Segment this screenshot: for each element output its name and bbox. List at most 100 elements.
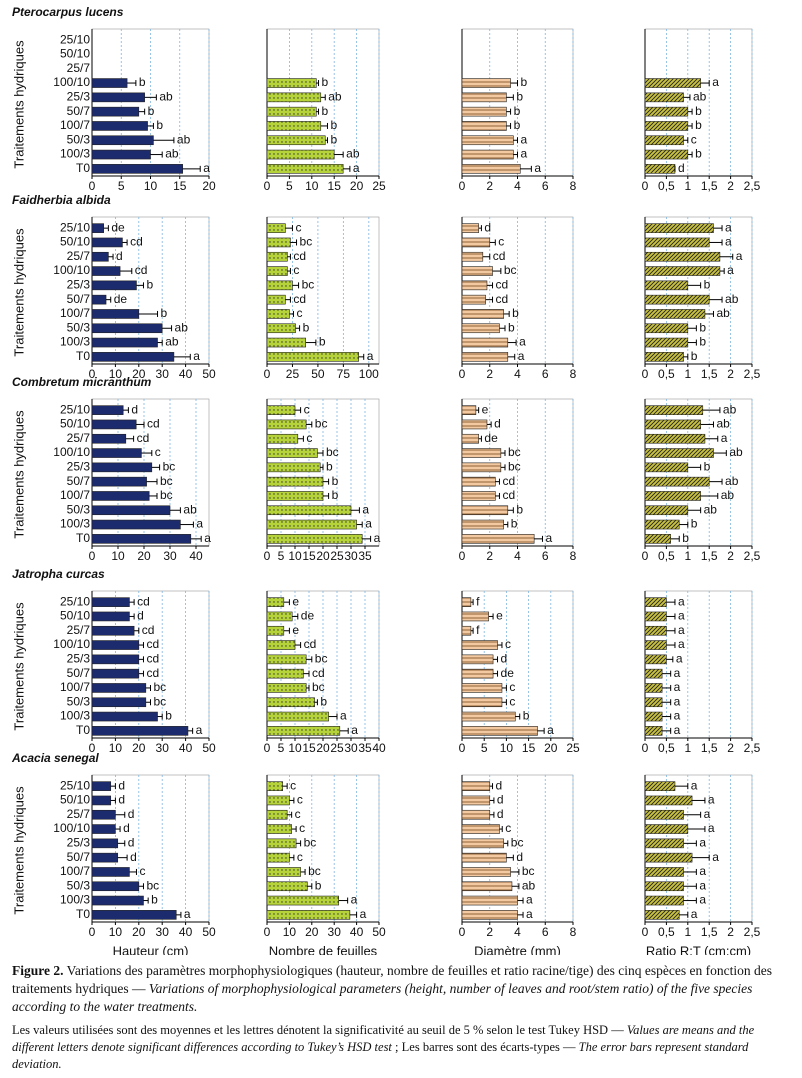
significance-letter: c <box>295 220 301 234</box>
bar <box>266 838 297 849</box>
significance-letter: b <box>332 474 339 488</box>
significance-letter: a <box>725 235 732 249</box>
y-axis-title: Traitements hydriques <box>11 602 26 731</box>
bar <box>266 121 322 131</box>
significance-letter: b <box>322 75 329 89</box>
x-tick-label: 40 <box>350 925 364 939</box>
x-tick-label: 10 <box>305 179 319 193</box>
x-axis-title: Ratio R:T (cm:cm) <box>646 943 751 955</box>
bar <box>461 824 500 834</box>
bar <box>91 505 171 516</box>
bar <box>266 668 304 679</box>
bar <box>644 491 701 501</box>
caption: Figure 2. Variations des paramètres morp… <box>12 962 792 1016</box>
caption-en: Variations of morphophysiological parame… <box>12 981 753 1014</box>
bar <box>91 78 128 88</box>
significance-letter: e <box>292 623 299 637</box>
bar <box>91 223 104 233</box>
significance-letter: cd <box>146 652 159 666</box>
significance-letter: cd <box>135 263 148 277</box>
x-tick-label: 8 <box>570 549 577 563</box>
bar <box>644 697 663 708</box>
significance-letter: a <box>360 907 367 921</box>
bar <box>91 106 140 117</box>
species-title: Acacia senegal <box>11 751 99 765</box>
significance-letter: ab <box>725 474 739 488</box>
bar <box>91 809 116 820</box>
significance-letter: ab <box>704 502 718 516</box>
significance-letter: cd <box>496 292 509 306</box>
x-tick-label: 20 <box>132 367 146 381</box>
bar <box>644 654 667 665</box>
y-tick-label: T0 <box>76 723 90 737</box>
significance-letter: de <box>114 292 128 306</box>
bar <box>644 433 706 444</box>
y-tick-label: 50/3 <box>67 320 91 334</box>
bar <box>266 781 283 791</box>
significance-letter: a <box>678 609 685 623</box>
bar <box>461 405 477 415</box>
bar <box>461 78 511 88</box>
bar <box>266 519 357 530</box>
y-tick-label: 25/10 <box>60 32 90 46</box>
x-tick-label: 0 <box>642 367 649 381</box>
bar <box>266 266 288 276</box>
significance-letter: a <box>362 502 369 516</box>
bar <box>266 405 296 415</box>
bar <box>644 881 684 892</box>
x-axis-title: Hauteur (cm) <box>113 943 189 955</box>
bar <box>266 476 324 487</box>
significance-letter: cd <box>137 431 150 445</box>
y-tick-label: 100/3 <box>60 517 90 531</box>
x-tick-label: 1,5 <box>701 741 718 755</box>
significance-letter: ab <box>328 90 342 104</box>
y-tick-label: 50/7 <box>67 850 91 864</box>
x-tick-label: 20 <box>132 741 146 755</box>
y-tick-label: 50/7 <box>67 104 91 118</box>
x-tick-label: 1,5 <box>701 549 718 563</box>
bar <box>266 491 324 501</box>
significance-letter: cd <box>493 249 506 263</box>
bar <box>91 838 119 849</box>
significance-letter: c <box>509 694 515 708</box>
significance-letter: bc <box>312 680 325 694</box>
significance-letter: cd <box>146 637 159 651</box>
x-tick-label: 10 <box>109 367 123 381</box>
bar <box>266 852 290 863</box>
bar <box>266 824 292 834</box>
x-tick-label: 2 <box>727 367 734 381</box>
significance-letter: bc <box>508 460 521 474</box>
bar <box>266 867 301 877</box>
bar <box>461 164 521 174</box>
bar <box>461 683 503 693</box>
figure-label: Figure 2. <box>12 963 64 978</box>
bar <box>644 809 684 820</box>
bar <box>266 223 286 233</box>
significance-letter: a <box>196 517 203 531</box>
bar <box>644 448 714 458</box>
x-tick-label: 0 <box>459 741 466 755</box>
bar <box>644 824 689 834</box>
species-title: Faidherbia albida <box>12 193 111 207</box>
bar <box>644 462 689 473</box>
x-tick-label: 0,5 <box>658 741 675 755</box>
x-tick-label: 4 <box>514 549 521 563</box>
bar <box>644 781 676 791</box>
bar <box>266 462 321 473</box>
y-tick-label: 100/3 <box>60 893 90 907</box>
bar <box>461 491 496 501</box>
significance-letter: ab <box>721 488 735 502</box>
x-tick-label: 0 <box>264 179 271 193</box>
y-tick-label: 50/10 <box>60 47 90 61</box>
significance-letter: cd <box>137 594 150 608</box>
x-tick-label: 30 <box>156 741 170 755</box>
significance-letter: c <box>297 793 303 807</box>
y-axis-title: Traitements hydriques <box>11 786 26 915</box>
significance-letter: d <box>123 821 130 835</box>
bar <box>644 309 706 319</box>
significance-letter: cd <box>496 278 509 292</box>
significance-letter: ab <box>159 90 173 104</box>
significance-letter: b <box>161 306 168 320</box>
significance-letter: b <box>691 349 698 363</box>
